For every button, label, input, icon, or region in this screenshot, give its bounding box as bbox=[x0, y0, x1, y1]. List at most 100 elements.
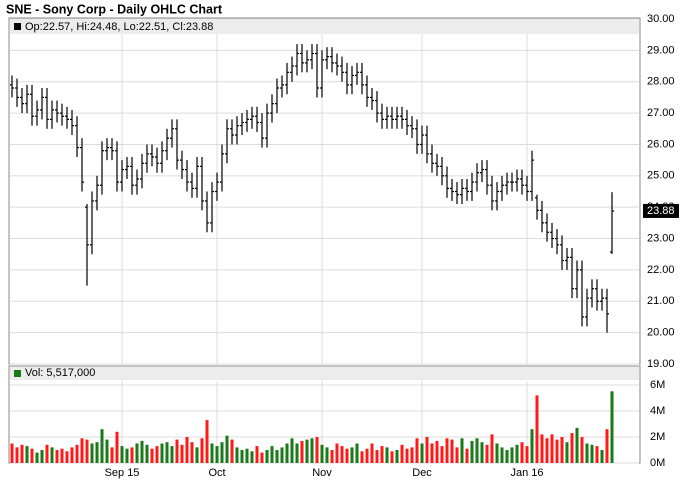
volume-bar bbox=[215, 446, 219, 463]
volume-bar bbox=[250, 451, 254, 463]
volume-bar bbox=[160, 443, 164, 463]
y-tick-label: 6M bbox=[650, 379, 665, 391]
volume-bar bbox=[200, 438, 204, 463]
y-tick-label: 25.00 bbox=[647, 170, 675, 182]
volume-bar bbox=[180, 444, 184, 463]
volume-bar bbox=[220, 442, 224, 463]
price-legend-band bbox=[10, 19, 639, 34]
volume-bar bbox=[570, 433, 574, 463]
volume-bar bbox=[475, 438, 479, 463]
volume-bar bbox=[210, 443, 214, 463]
volume-bar bbox=[315, 437, 319, 463]
volume-bar bbox=[115, 431, 119, 463]
volume-bar bbox=[135, 443, 139, 463]
y-tick-label: 30.00 bbox=[647, 13, 675, 25]
volume-bar bbox=[235, 447, 239, 463]
volume-bar bbox=[230, 439, 234, 463]
x-tick-label: Dec bbox=[412, 467, 432, 479]
volume-bar bbox=[205, 420, 209, 463]
volume-bar bbox=[165, 442, 169, 463]
volume-bar bbox=[420, 443, 424, 463]
volume-bar bbox=[190, 442, 194, 463]
volume-bar bbox=[10, 443, 14, 463]
volume-bar bbox=[565, 442, 569, 463]
volume-bar bbox=[60, 448, 64, 463]
x-tick-label: Oct bbox=[208, 467, 225, 479]
volume-bar bbox=[535, 395, 539, 463]
legend-icon bbox=[14, 370, 21, 377]
volume-bar bbox=[545, 438, 549, 463]
volume-bar bbox=[65, 451, 69, 463]
y-tick-label: 23.00 bbox=[647, 232, 675, 244]
volume-bar bbox=[340, 446, 344, 463]
volume-bar bbox=[120, 446, 124, 463]
volume-bar bbox=[450, 439, 454, 463]
volume-bar bbox=[30, 448, 34, 463]
y-tick-label: 26.00 bbox=[647, 138, 675, 150]
volume-bar bbox=[580, 437, 584, 463]
volume-bar bbox=[110, 447, 114, 463]
volume-bar bbox=[150, 448, 154, 463]
volume-bar bbox=[485, 444, 489, 463]
y-tick-label: 29.00 bbox=[647, 44, 675, 56]
volume-bar bbox=[470, 440, 474, 463]
volume-bar bbox=[610, 391, 614, 463]
volume-bar bbox=[520, 442, 524, 463]
volume-bar bbox=[105, 439, 109, 463]
y-tick-label: 28.00 bbox=[647, 76, 675, 88]
volume-bar bbox=[465, 448, 469, 463]
volume-bar bbox=[280, 447, 284, 463]
volume-bar bbox=[400, 444, 404, 463]
y-tick-label: 4M bbox=[650, 405, 665, 417]
volume-bar bbox=[185, 437, 189, 463]
volume-bar bbox=[600, 450, 604, 463]
volume-bar bbox=[50, 447, 54, 463]
x-tick-label: Nov bbox=[312, 467, 332, 479]
volume-bar bbox=[310, 438, 314, 463]
volume-bar bbox=[605, 429, 609, 463]
volume-bar bbox=[170, 446, 174, 463]
last-price-label: 23.88 bbox=[647, 205, 675, 217]
volume-bar bbox=[295, 443, 299, 463]
volume-bar bbox=[15, 447, 19, 463]
volume-bar bbox=[575, 427, 579, 463]
volume-bar bbox=[345, 448, 349, 463]
volume-bar bbox=[415, 438, 419, 463]
volume-bar bbox=[370, 443, 374, 463]
volume-bar bbox=[140, 440, 144, 463]
y-tick-label: 21.00 bbox=[647, 295, 675, 307]
volume-bar bbox=[500, 447, 504, 463]
volume-bar bbox=[300, 440, 304, 463]
last-price-box bbox=[643, 203, 679, 218]
volume-bar bbox=[225, 435, 229, 463]
volume-bar bbox=[435, 440, 439, 463]
volume-bar bbox=[510, 447, 514, 463]
volume-bar bbox=[395, 450, 399, 463]
volume-bar bbox=[290, 438, 294, 463]
volume-bar bbox=[25, 446, 29, 463]
volume-bar bbox=[100, 429, 104, 463]
y-tick-label: 27.00 bbox=[647, 107, 675, 119]
volume-panel bbox=[8, 365, 641, 464]
volume-bar bbox=[240, 450, 244, 463]
y-tick-label: 20.00 bbox=[647, 327, 675, 339]
volume-bar bbox=[40, 450, 44, 463]
volume-bar bbox=[85, 439, 89, 463]
volume-bar bbox=[455, 447, 459, 463]
volume-legend-band bbox=[10, 367, 639, 380]
volume-legend: Vol: 5,517,000 bbox=[25, 367, 95, 379]
volume-bar bbox=[445, 438, 449, 463]
volume-bar bbox=[385, 447, 389, 463]
volume-bar bbox=[320, 444, 324, 463]
volume-bar bbox=[35, 452, 39, 463]
volume-bar bbox=[505, 450, 509, 463]
volume-bar bbox=[440, 446, 444, 463]
volume-bar bbox=[585, 443, 589, 463]
volume-bar bbox=[540, 434, 544, 463]
y-tick-label: 0M bbox=[650, 457, 665, 469]
volume-bar bbox=[270, 446, 274, 463]
volume-bar bbox=[365, 448, 369, 463]
volume-bar bbox=[490, 434, 494, 463]
volume-bar bbox=[175, 439, 179, 463]
x-tick-label: Jan 16 bbox=[510, 467, 543, 479]
